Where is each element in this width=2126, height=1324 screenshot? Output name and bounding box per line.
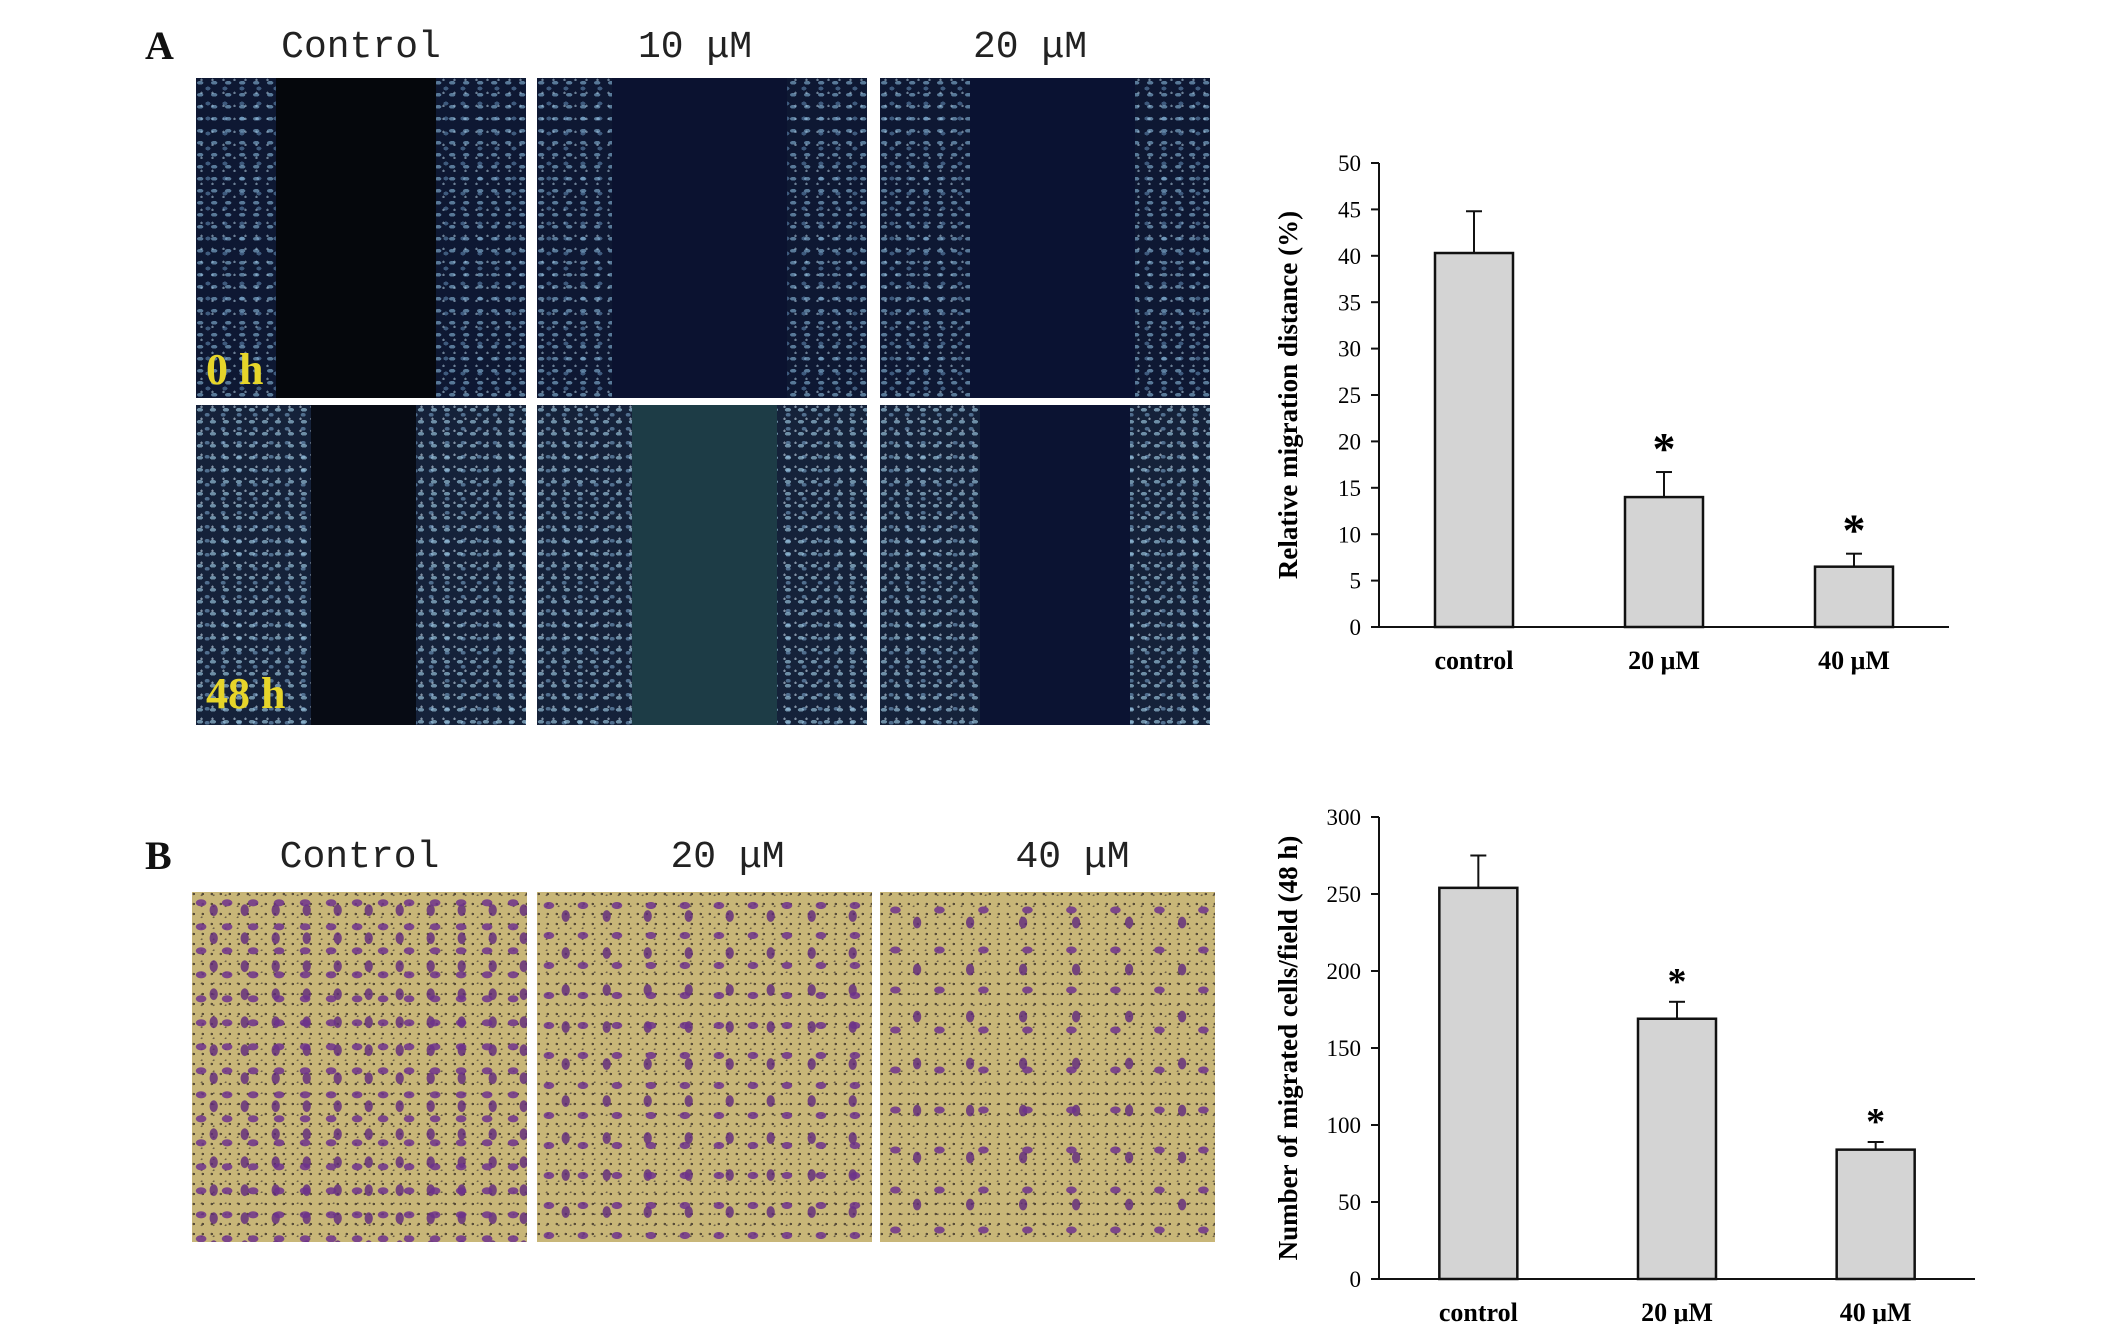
chart-b-significance-star-1: * <box>1668 961 1687 1003</box>
chart-a-y-tick-label: 25 <box>1338 383 1361 408</box>
panel-a-letter: A <box>145 23 174 68</box>
chart-a-y-tick-label: 0 <box>1350 615 1362 640</box>
chart-a-y-tick-label: 50 <box>1338 151 1361 176</box>
chart-b-y-tick-label: 100 <box>1327 1113 1362 1138</box>
chart-b-bar-1 <box>1636 1017 1718 1281</box>
chart-a-bar-1 <box>1623 495 1705 629</box>
scratch-image-control-0h <box>196 78 526 398</box>
chart-b-category-label-2: 40 μM <box>1840 1298 1912 1324</box>
panel-a-col-label-10um: 10 μM <box>637 26 753 69</box>
chart-a-bar-2 <box>1813 565 1895 629</box>
scratch-image-20um-48h <box>880 405 1210 725</box>
chart-b-y-tick-label: 150 <box>1327 1036 1362 1061</box>
chart-b-y-tick-label: 250 <box>1327 882 1362 907</box>
chart-a-category-label-2: 40 μM <box>1818 646 1890 675</box>
chart-b-bar-2 <box>1835 1148 1916 1281</box>
panel-b-col-label-20um: 20 μM <box>670 836 785 879</box>
transwell-image-control <box>192 892 527 1242</box>
chart-a-y-tick-label: 30 <box>1338 337 1361 362</box>
chart-a-y-tick-label: 40 <box>1338 244 1361 269</box>
chart-a-significance-star-1: * <box>1653 423 1676 474</box>
chart-b-category-label-0: control <box>1439 1298 1518 1324</box>
panel-a-col-label-control: Control <box>281 26 441 69</box>
bar-chart-migration-distance: Relative migration distance (%) 0 5 10 15 20 2… <box>1273 151 1949 675</box>
chart-b-y-tick-label: 200 <box>1327 959 1362 984</box>
chart-a-y-axis-label: Relative migration distance (%) <box>1273 211 1303 579</box>
chart-a-bar-0 <box>1433 251 1515 629</box>
chart-b-significance-star-2: * <box>1866 1101 1885 1143</box>
scratch-image-20um-0h <box>880 78 1210 398</box>
transwell-image-40um <box>880 892 1215 1242</box>
panel-b-col-label-control: Control <box>279 836 440 879</box>
chart-a-category-label-1: 20 μM <box>1628 646 1700 675</box>
chart-a-y-tick-label: 5 <box>1350 569 1362 594</box>
chart-b-category-label-1: 20 μM <box>1641 1298 1713 1324</box>
chart-b-y-tick-label: 50 <box>1338 1190 1361 1215</box>
chart-a-y-tick-label: 45 <box>1338 197 1361 222</box>
scratch-image-10um-48h <box>537 405 867 725</box>
chart-a-y-tick-label: 35 <box>1338 290 1361 315</box>
panel-b-col-label-40um: 40 μM <box>1015 836 1130 879</box>
scratch-image-control-48h <box>196 405 526 725</box>
transwell-image-20um <box>537 892 872 1242</box>
chart-a-y-tick-label: 10 <box>1338 522 1361 547</box>
chart-b-y-tick-label: 0 <box>1350 1267 1362 1292</box>
chart-b-y-tick-label: 300 <box>1327 805 1362 830</box>
chart-b-y-axis-label: Number of migrated cells/field (48 h) <box>1273 836 1303 1261</box>
bar-chart-migrated-cells: Number of migrated cells/field (48 h) 0 50… <box>1273 805 1975 1324</box>
scratch-image-10um-0h <box>537 78 867 398</box>
chart-a-significance-star-2: * <box>1843 505 1866 556</box>
chart-b-bar-0 <box>1438 886 1519 1281</box>
chart-a-category-label-0: control <box>1435 646 1514 675</box>
time-label-0h: 0 h <box>206 345 264 394</box>
chart-a-y-tick-label: 15 <box>1338 476 1361 501</box>
time-label-48h: 48 h <box>206 669 286 718</box>
panel-b-letter: B <box>145 833 172 878</box>
chart-a-y-tick-label: 20 <box>1338 429 1361 454</box>
panel-a-col-label-20um: 20 μM <box>972 26 1088 69</box>
